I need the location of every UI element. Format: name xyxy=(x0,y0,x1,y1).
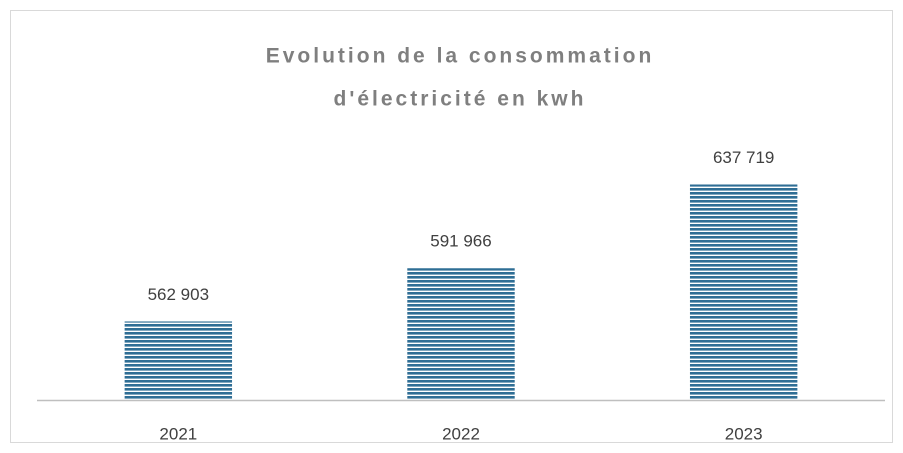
chart-title: d'électricité en kwh xyxy=(334,88,587,111)
bar xyxy=(689,184,798,400)
chart-title: Evolution de la consommation xyxy=(266,45,655,68)
x-tick-label: 2022 xyxy=(442,424,480,443)
x-tick-label: 2023 xyxy=(725,424,763,443)
bar xyxy=(407,268,515,400)
data-label: 637 719 xyxy=(713,148,774,167)
data-label: 562 903 xyxy=(148,285,209,304)
x-tick-label: 2021 xyxy=(159,424,197,443)
data-label: 591 966 xyxy=(430,232,491,251)
bar xyxy=(124,321,233,400)
